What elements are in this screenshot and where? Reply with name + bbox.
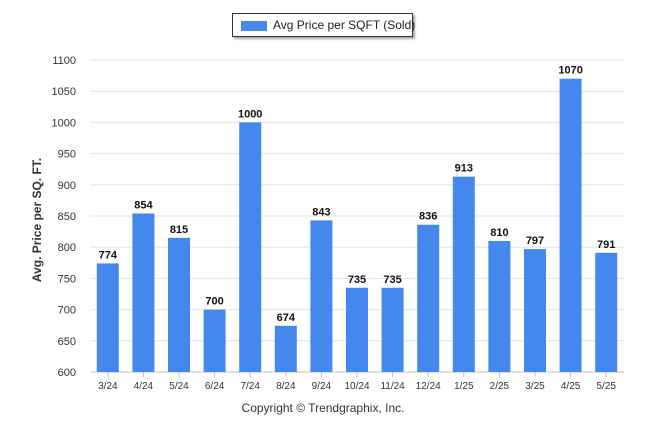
- data-label: 797: [526, 235, 544, 247]
- bar: [452, 176, 475, 372]
- data-label: 815: [170, 224, 188, 236]
- data-label: 774: [99, 249, 118, 261]
- legend-label: Avg Price per SQFT (Sold): [273, 18, 416, 32]
- x-tick-label: 10/24: [344, 381, 369, 392]
- bar: [310, 220, 333, 372]
- x-tick-label: 4/24: [134, 381, 154, 392]
- data-label: 810: [490, 227, 508, 239]
- x-tick-label: 7/24: [240, 381, 260, 392]
- y-tick-label: 1050: [52, 86, 76, 98]
- x-tick-label: 4/25: [561, 381, 581, 392]
- legend: Avg Price per SQFT (Sold): [232, 13, 416, 37]
- x-tick-label: 2/25: [490, 381, 510, 392]
- data-label: 700: [205, 296, 223, 308]
- bar: [239, 122, 262, 373]
- x-tick-label: 3/24: [98, 381, 118, 392]
- y-tick-label: 750: [58, 273, 76, 285]
- data-label: 674: [277, 312, 296, 324]
- y-tick-label: 1000: [52, 117, 76, 129]
- x-tick-label: 1/25: [454, 381, 474, 392]
- data-label: 1070: [558, 65, 582, 77]
- bar: [417, 224, 440, 372]
- legend-swatch: [241, 21, 267, 31]
- bar: [381, 287, 404, 372]
- bar: [524, 249, 546, 372]
- y-tick-label: 650: [58, 336, 76, 348]
- data-label: 735: [348, 274, 366, 286]
- y-tick-label: 900: [58, 180, 76, 192]
- x-tick-label: 9/24: [312, 381, 332, 392]
- x-tick-label: 8/24: [276, 381, 296, 392]
- bar: [203, 309, 226, 372]
- x-tick-label: 3/25: [525, 381, 545, 392]
- bar: [132, 213, 155, 372]
- copyright-credit: Copyright © Trendgraphix, Inc.: [241, 401, 405, 415]
- y-tick-label: 1100: [52, 55, 76, 67]
- bar: [274, 325, 297, 372]
- data-label: 735: [383, 274, 401, 286]
- x-tick-label: 5/24: [169, 381, 189, 392]
- y-tick-label: 600: [58, 367, 76, 379]
- y-tick-label: 950: [58, 149, 76, 161]
- x-tick-label: 12/24: [416, 381, 441, 392]
- y-axis-label: Avg. Price per SQ. FT.: [30, 157, 44, 283]
- bar: [96, 263, 119, 372]
- data-label: 836: [419, 211, 437, 223]
- x-tick-label: 5/25: [596, 381, 616, 392]
- bar: [346, 287, 368, 372]
- bar: [559, 78, 582, 372]
- x-tick-label: 11/24: [380, 381, 405, 392]
- x-tick-label: 6/24: [205, 381, 225, 392]
- data-label: 854: [134, 200, 153, 212]
- y-tick-label: 800: [58, 242, 76, 254]
- y-tick-label: 700: [58, 305, 76, 317]
- data-label: 843: [312, 206, 330, 218]
- data-label: 913: [455, 163, 473, 175]
- bar: [595, 252, 618, 372]
- data-label: 1000: [238, 108, 262, 120]
- data-label: 791: [597, 239, 615, 251]
- bar: [168, 237, 190, 372]
- bar: [488, 240, 511, 372]
- y-tick-label: 850: [58, 211, 76, 223]
